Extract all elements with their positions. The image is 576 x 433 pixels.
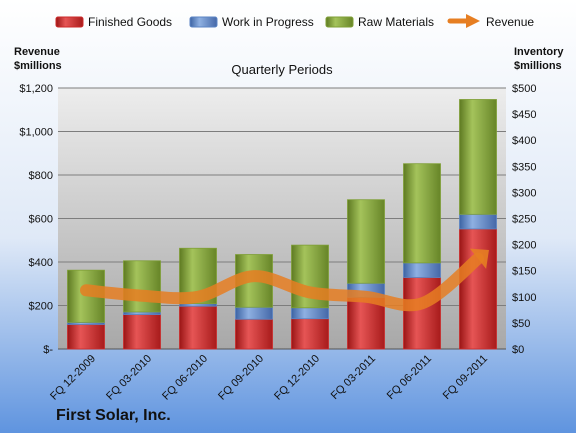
left-tick-label: $1,000 [19,127,53,139]
right-tick-label: $350 [512,161,536,173]
bar-finished-goods-fq-06-2011 [403,277,441,350]
bar-raw-materials-fq-09-2011 [459,99,497,215]
bar-finished-goods-fq-03-2011 [347,296,385,350]
bar-work-in-progress-fq-12-2010 [291,307,329,320]
bar-finished-goods-fq-03-2010 [123,314,161,350]
right-axis-title-line2: $millions [514,60,562,72]
legend: Finished Goods Work in Progress Raw Mate… [55,14,534,29]
right-tick-label: $100 [512,292,536,304]
legend-swatch-work-in-progress [189,16,218,28]
right-tick-label: $400 [512,135,536,147]
bars [67,99,497,350]
bar-finished-goods-fq-09-2010 [235,318,273,350]
legend-arrow-revenue [466,14,480,28]
chart-title: Quarterly Periods [231,62,333,77]
legend-swatch-finished-goods [55,16,84,28]
legend-label-work-in-progress: Work in Progress [222,15,314,29]
bar-finished-goods-fq-09-2011 [459,228,497,350]
right-tick-label: $50 [512,318,530,330]
right-axis-ticks: $0 $50 $100 $150 $200 $250 $300 $350 $400 $450 $50… [512,83,536,356]
bar-finished-goods-fq-06-2010 [179,305,217,350]
bar-work-in-progress-fq-06-2011 [403,262,441,278]
company-name: First Solar, Inc. [56,407,171,424]
revenue-line [80,248,489,312]
right-tick-label: $450 [512,109,536,121]
revenue-line-arrowhead [469,248,489,269]
bar-raw-materials-fq-06-2011 [403,163,441,264]
left-tick-label: $200 [29,301,53,313]
bar-finished-goods-fq-12-2009 [67,324,105,350]
right-axis-title-line1: Inventory [514,46,564,58]
legend-label-finished-goods: Finished Goods [88,15,172,29]
right-tick-label: $0 [512,344,524,356]
bar-raw-materials-fq-03-2010 [123,260,161,313]
left-tick-label: $- [43,344,53,356]
right-tick-label: $300 [512,187,536,199]
left-axis-title-line2: $millions [14,60,62,72]
legend-label-revenue: Revenue [486,15,534,29]
right-tick-label: $250 [512,214,536,226]
right-tick-label: $150 [512,266,536,278]
left-axis-ticks: $- $200 $400 $600 $800 $1,000 $1,200 [19,83,53,356]
legend-swatch-raw-materials [325,16,354,28]
legend-label-raw-materials: Raw Materials [358,15,434,29]
left-tick-label: $600 [29,214,53,226]
left-tick-label: $400 [29,257,53,269]
bar-work-in-progress-fq-09-2011 [459,213,497,230]
left-tick-label: $800 [29,170,53,182]
bar-finished-goods-fq-12-2010 [291,318,329,350]
right-tick-label: $200 [512,240,536,252]
left-axis-title-line1: Revenue [14,46,60,58]
bar-raw-materials-fq-03-2011 [347,199,385,284]
right-tick-label: $500 [512,83,536,95]
bar-work-in-progress-fq-09-2010 [235,306,273,320]
left-tick-label: $1,200 [19,83,53,95]
